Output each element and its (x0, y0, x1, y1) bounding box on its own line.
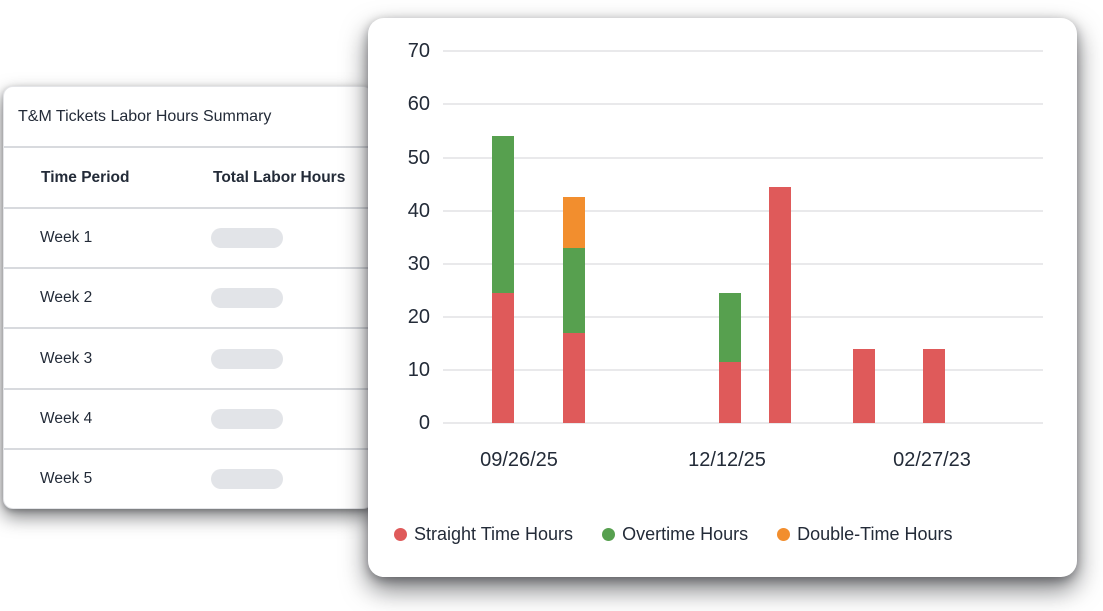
gridline (443, 156, 1043, 159)
legend-item-straight-time[interactable]: Straight Time Hours (394, 524, 573, 545)
table-row-label: Week 2 (40, 289, 93, 307)
gridline (443, 315, 1043, 318)
bar-segment-overtime (719, 292, 741, 362)
gridline (443, 368, 1043, 371)
bar-segment-straight (769, 186, 791, 423)
x-axis-tick-label: 09/26/25 (480, 449, 558, 471)
x-axis-tick-label: 12/12/25 (688, 449, 766, 471)
chart-legend: Straight Time Hours Overtime Hours Double-… (394, 524, 952, 545)
gridline (443, 50, 1043, 53)
bar-segment-straight (563, 332, 585, 423)
y-axis-tick-label: 30 (407, 252, 430, 275)
legend-item-overtime[interactable]: Overtime Hours (602, 524, 748, 545)
card-title-text: T&M Tickets Labor Hours Summary (18, 107, 272, 125)
value-placeholder-pill (211, 228, 283, 249)
column-header-total-labor-hours: Total Labor Hours (213, 168, 346, 186)
table-row: Week 1 (4, 209, 372, 270)
bar-segment-straight (492, 292, 514, 423)
bar-segment-straight (923, 348, 945, 423)
gridline (443, 103, 1043, 106)
gridline (443, 262, 1043, 265)
x-axis-tick-label: 02/27/23 (893, 449, 971, 471)
table-row-label: Week 1 (40, 229, 93, 247)
y-axis-tick-label: 50 (407, 146, 430, 169)
y-axis-tick-label: 70 (407, 40, 430, 63)
value-placeholder-pill (211, 288, 283, 309)
labor-hours-summary-card: T&M Tickets Labor Hours Summary Time Per… (3, 86, 373, 509)
legend-item-double-time[interactable]: Double-Time Hours (777, 524, 952, 545)
bar-segment-double-time (563, 197, 585, 248)
stacked-bar-chart: 0 10 20 30 40 50 60 70 09/26/25 12/12/25 02/27/23 (368, 18, 1077, 577)
legend-color-dot-icon (602, 528, 616, 541)
bar-segment-overtime (492, 136, 514, 293)
gridline (443, 422, 1043, 424)
bar-segment-overtime (563, 247, 585, 333)
column-header-time-period: Time Period (41, 168, 130, 186)
y-axis-tick-label: 60 (407, 93, 430, 116)
legend-color-dot-icon (777, 528, 791, 541)
table-row-label: Week 3 (40, 349, 93, 367)
legend-label: Straight Time Hours (414, 524, 574, 544)
table-row: Week 5 (4, 450, 372, 508)
card-title: T&M Tickets Labor Hours Summary (4, 87, 372, 148)
table-row: Week 4 (4, 390, 372, 450)
value-placeholder-pill (211, 408, 283, 429)
value-placeholder-pill (211, 468, 283, 489)
y-axis-tick-label: 20 (407, 305, 430, 328)
table-header-row: Time Period Total Labor Hours (4, 148, 372, 209)
table-body: Week 1 Week 2 Week 3 Week 4 Week 5 (4, 209, 372, 508)
bar-segment-straight (853, 348, 875, 423)
table-row-label: Week 4 (40, 409, 93, 427)
y-axis-tick-label: 0 (418, 412, 430, 434)
labor-hours-chart-card: 0 10 20 30 40 50 60 70 09/26/25 12/12/25 02/27/23 … (368, 18, 1077, 577)
bar-segment-straight (719, 361, 741, 423)
table-row: Week 2 (4, 269, 372, 330)
table-row: Week 3 (4, 329, 372, 390)
value-placeholder-pill (211, 348, 283, 369)
y-axis-tick-label: 40 (407, 199, 430, 222)
legend-color-dot-icon (394, 528, 407, 541)
legend-label: Double-Time Hours (797, 524, 953, 544)
y-axis-tick-label: 10 (407, 358, 430, 381)
legend-label: Overtime Hours (622, 524, 749, 544)
table-row-label: Week 5 (40, 469, 93, 487)
gridline (443, 209, 1043, 212)
